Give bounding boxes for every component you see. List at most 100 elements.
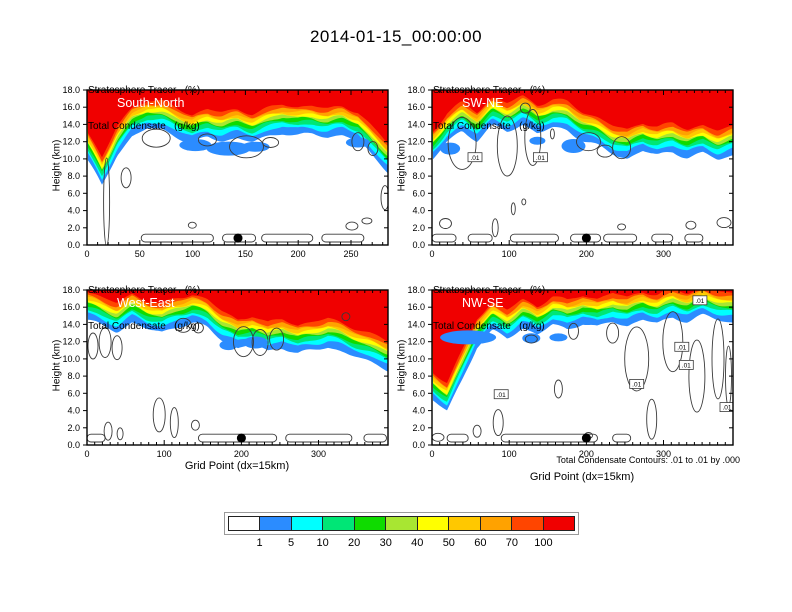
svg-text:200: 200 <box>234 449 249 459</box>
panel-header-bottom-left: Stratosphere Tracer (%) Total Condensate… <box>88 261 200 357</box>
condensate-title: Total Condensate (g/kg) <box>433 121 545 132</box>
svg-text:0.0: 0.0 <box>67 240 80 250</box>
y-axis-title: Height (km) <box>396 339 408 392</box>
colorbar-cell <box>322 516 355 531</box>
svg-text:8.0: 8.0 <box>412 171 425 181</box>
svg-text:8.0: 8.0 <box>412 371 425 381</box>
svg-text:18.0: 18.0 <box>407 85 425 95</box>
svg-text:150: 150 <box>238 249 253 259</box>
colorbar-cell <box>448 516 481 531</box>
svg-text:18.0: 18.0 <box>62 85 80 95</box>
contour-label-box <box>493 389 509 400</box>
svg-text:14.0: 14.0 <box>62 319 80 329</box>
tracer-blob <box>440 330 497 345</box>
svg-text:100: 100 <box>157 449 172 459</box>
svg-text:16.0: 16.0 <box>62 302 80 312</box>
y-axis-title: Height (km) <box>51 139 63 192</box>
svg-text:6.0: 6.0 <box>412 188 425 198</box>
colorbar-label: 40 <box>411 537 424 549</box>
panel-border <box>86 289 389 446</box>
svg-text:2.0: 2.0 <box>412 223 425 233</box>
axis-ticks <box>83 89 388 246</box>
svg-text:14.0: 14.0 <box>62 119 80 129</box>
svg-text:12.0: 12.0 <box>407 137 425 147</box>
panel-header-top-left: Stratosphere Tracer (%) Total Condensate… <box>88 61 200 157</box>
svg-text:12.0: 12.0 <box>62 137 80 147</box>
colorbar-label: 10 <box>316 537 329 549</box>
contour-label: .01 <box>695 298 704 305</box>
svg-text:300: 300 <box>656 449 671 459</box>
colorbar-label: 20 <box>348 537 361 549</box>
colorbar-cell <box>416 516 450 531</box>
svg-text:0: 0 <box>84 449 89 459</box>
axis-ticks <box>428 89 734 246</box>
svg-text:4.0: 4.0 <box>412 406 425 416</box>
svg-text:10.0: 10.0 <box>407 354 425 364</box>
panel-border <box>431 289 734 446</box>
tracer-blob <box>206 141 251 156</box>
svg-text:10.0: 10.0 <box>62 354 80 364</box>
svg-text:0.0: 0.0 <box>412 240 425 250</box>
contour-label-box <box>719 402 733 413</box>
y-axis-title: Height (km) <box>396 139 408 192</box>
axis-ticks <box>83 289 389 446</box>
colorbar-cell <box>542 516 575 531</box>
panel-label-west-east: West-East <box>117 296 175 310</box>
tick-labels: 0 100 200 300 0.0 2.0 4.0 6.0 8.0 10.0 12.0 14.0 16.… <box>407 85 671 259</box>
svg-text:300: 300 <box>311 449 326 459</box>
colorbar-cell <box>290 516 324 531</box>
svg-text:0.0: 0.0 <box>67 440 80 450</box>
contour-label: .01 <box>682 363 691 370</box>
tracer-blob <box>529 136 546 145</box>
svg-text:18.0: 18.0 <box>407 285 425 295</box>
y-axis-title: Height (km) <box>51 339 63 392</box>
tracer-title: Stratosphere Tracer (%) <box>433 285 546 296</box>
condensate-title: Total Condensate (g/kg) <box>433 321 545 332</box>
figure-title: 2014-01-15_00:00:00 <box>309 27 483 46</box>
location-marker <box>581 233 591 243</box>
svg-text:2.0: 2.0 <box>67 223 80 233</box>
svg-text:16.0: 16.0 <box>407 102 425 112</box>
contour-label-box <box>629 378 645 389</box>
svg-text:14.0: 14.0 <box>407 119 425 129</box>
panel-label-nw-se: NW-SE <box>462 296 504 310</box>
contour-label: .01 <box>536 155 545 162</box>
svg-text:6.0: 6.0 <box>67 388 80 398</box>
panel-border <box>86 89 389 246</box>
svg-text:16.0: 16.0 <box>407 302 425 312</box>
location-marker <box>581 433 591 443</box>
panel-plot-nw-se: .01 .01 .01 .01 .01 .01 0 100 200 300 0.0 2.0 4.0 6.0… <box>407 285 734 459</box>
svg-text:200: 200 <box>579 449 594 459</box>
tracer-title: Stratosphere Tracer (%) <box>88 285 201 296</box>
condensate-title: Total Condensate (g/kg) <box>88 321 200 332</box>
colorbar-outer-border <box>224 512 579 535</box>
svg-text:0: 0 <box>429 249 434 259</box>
x-axis-title-left: Grid Point (dx=15km) <box>184 460 290 472</box>
svg-text:200: 200 <box>291 249 306 259</box>
svg-text:0: 0 <box>84 249 89 259</box>
tick-labels: 0 100 200 300 0.0 2.0 4.0 6.0 8.0 10.0 12.0 14.0 16.… <box>62 285 326 459</box>
tracer-blob <box>179 139 212 152</box>
location-marker <box>236 433 246 443</box>
tracer-blob <box>561 139 586 153</box>
colorbar-label: 30 <box>379 537 392 549</box>
contour-label-box <box>467 152 483 163</box>
contour-label: .01 <box>497 392 506 399</box>
x-axis-title-right: Grid Point (dx=15km) <box>529 471 635 483</box>
colorbar-label: 50 <box>442 537 455 549</box>
colorbar-cell <box>353 516 387 531</box>
contour-label-box <box>533 152 548 163</box>
svg-text:4.0: 4.0 <box>67 406 80 416</box>
colorbar-label: 5 <box>288 537 295 549</box>
colorbar-label: 100 <box>534 537 553 549</box>
tracer-title: Stratosphere Tracer (%) <box>88 85 201 96</box>
condensate-contours <box>103 128 388 245</box>
svg-text:12.0: 12.0 <box>407 337 425 347</box>
svg-text:100: 100 <box>502 449 517 459</box>
panel-plot-south-north: 0 50 100 150 200 250 0.0 2.0 4.0 6.0 8.0 10.0 12.0 14… <box>62 85 389 259</box>
panel-header-top-right: Stratosphere Tracer (%) Total Condensate… <box>433 61 545 157</box>
svg-text:250: 250 <box>343 249 358 259</box>
svg-text:8.0: 8.0 <box>67 171 80 181</box>
